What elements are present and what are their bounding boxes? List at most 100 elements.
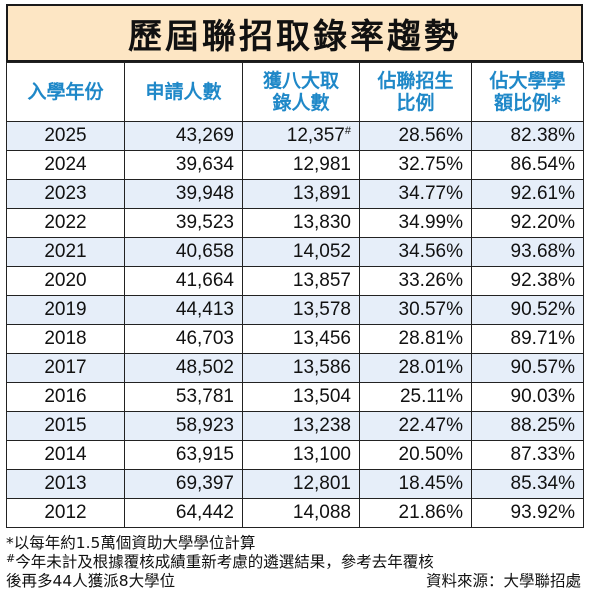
cell-value: 14,052: [292, 241, 351, 262]
cell-applicants: 53,781: [124, 382, 243, 412]
cell-value: 53,781: [175, 386, 234, 407]
cell-ratio-jupas: 20.50%: [359, 440, 472, 470]
cell-value: 2018: [44, 328, 87, 349]
cell-ratio-jupas: 34.99%: [359, 208, 472, 238]
cell-value: 25.11%: [399, 386, 463, 407]
cell-value: 63,915: [175, 444, 234, 465]
cell-applicants: 58,923: [124, 411, 243, 441]
cell-value: 93.68%: [510, 241, 575, 262]
cell-value: 2025: [44, 125, 87, 146]
cell-year: 2021: [6, 237, 125, 267]
cell-value: 14,088: [292, 502, 351, 523]
cell-ratio-places: 89.71%: [471, 324, 584, 354]
cell-value: 86.54%: [510, 154, 575, 175]
table-row: 2024 39,634 12,981 32.75% 86.54%: [6, 150, 584, 180]
cell-value: 64,442: [175, 502, 234, 523]
cell-value: 18.45%: [398, 473, 463, 494]
cell-value: 2016: [44, 386, 87, 407]
cell-applicants: 48,502: [124, 353, 243, 383]
cell-ratio-places: 85.34%: [471, 469, 584, 499]
cell-value: 39,523: [175, 212, 234, 233]
table-row: 2022 39,523 13,830 34.99% 92.20%: [6, 208, 584, 238]
hash-mark: #: [6, 552, 16, 565]
cell-applicants: 39,948: [124, 179, 243, 209]
cell-value: 13,891: [292, 183, 351, 204]
cell-admitted: 14,088: [242, 498, 360, 528]
column-header: 申請人數: [124, 62, 243, 122]
cell-value: 93.92%: [510, 502, 575, 523]
table-row: 2012 64,442 14,088 21.86% 93.92%: [6, 498, 584, 528]
column-header-line: 獲八大取: [262, 70, 339, 92]
cell-value: 2019: [44, 299, 87, 320]
cell-value: 90.52%: [510, 299, 575, 320]
cell-year: 2015: [6, 411, 125, 441]
cell-ratio-jupas: 28.01%: [359, 353, 472, 383]
hash-mark: #: [344, 125, 351, 137]
cell-value: 39,634: [175, 154, 234, 175]
cell-year: 2024: [6, 150, 125, 180]
cell-ratio-jupas: 18.45%: [359, 469, 472, 499]
column-header-line: 額比例*: [494, 92, 561, 114]
cell-ratio-places: 90.03%: [471, 382, 584, 412]
cell-applicants: 69,397: [124, 469, 243, 499]
cell-value: 28.81%: [398, 328, 463, 349]
cell-year: 2014: [6, 440, 125, 470]
cell-value: 2013: [44, 473, 87, 494]
cell-value: 92.61%: [510, 183, 575, 204]
column-header: 獲八大取 錄人數: [242, 62, 360, 122]
cell-value: 2017: [44, 357, 87, 378]
column-header-line: 佔大學學: [489, 70, 566, 92]
column-header: 佔大學學 額比例*: [471, 62, 584, 122]
cell-ratio-places: 82.38%: [471, 121, 584, 151]
cell-value: 2015: [44, 415, 87, 436]
table-row: 2025 43,269 12,357# 28.56% 82.38%: [6, 121, 584, 151]
admission-table: 入學年份 申請人數 獲八大取 錄人數 佔聯招生 比例 佔大學學 額比例* 2025 43,269…: [6, 62, 584, 528]
cell-value: 28.56%: [398, 125, 463, 146]
table-row: 2020 41,664 13,857 33.26% 92.38%: [6, 266, 584, 296]
cell-value: 90.57%: [510, 357, 575, 378]
cell-ratio-jupas: 25.11%: [359, 382, 472, 412]
admission-trend-table-card: 歷屆聯招取錄率趨勢 入學年份 申請人數 獲八大取 錄人數 佔聯招生 比例 佔大學學 額比例* …: [6, 4, 584, 591]
cell-applicants: 39,523: [124, 208, 243, 238]
cell-value: 21.86%: [398, 502, 463, 523]
cell-ratio-jupas: 34.77%: [359, 179, 472, 209]
cell-value: 13,504: [292, 386, 351, 407]
cell-applicants: 43,269: [124, 121, 243, 151]
source-credit: 資料來源：大學聯招處: [425, 572, 581, 590]
cell-year: 2013: [6, 469, 125, 499]
cell-value: 41,664: [175, 270, 234, 291]
cell-value: 13,830: [292, 212, 351, 233]
cell-applicants: 63,915: [124, 440, 243, 470]
cell-value: 28.01%: [398, 357, 463, 378]
cell-applicants: 39,634: [124, 150, 243, 180]
cell-ratio-jupas: 28.56%: [359, 121, 472, 151]
cell-value: 13,238: [292, 415, 351, 436]
cell-value: 13,100: [292, 444, 351, 465]
column-header-line: 錄人數: [272, 92, 330, 114]
cell-value: 2024: [44, 154, 87, 175]
cell-ratio-places: 92.20%: [471, 208, 584, 238]
table-header-row: 入學年份 申請人數 獲八大取 錄人數 佔聯招生 比例 佔大學學 額比例*: [6, 62, 584, 122]
cell-value: 34.99%: [398, 212, 463, 233]
cell-admitted: 13,504: [242, 382, 360, 412]
cell-ratio-places: 88.25%: [471, 411, 584, 441]
cell-value: 2014: [44, 444, 87, 465]
table-row: 2016 53,781 13,504 25.11% 90.03%: [6, 382, 584, 412]
column-header-line: 比例: [396, 92, 435, 114]
cell-ratio-jupas: 34.56%: [359, 237, 472, 267]
cell-value: 39,948: [175, 183, 234, 204]
column-header-line: 佔聯招生: [377, 70, 454, 92]
cell-ratio-places: 90.52%: [471, 295, 584, 325]
cell-year: 2012: [6, 498, 125, 528]
table-row: 2023 39,948 13,891 34.77% 92.61%: [6, 179, 584, 209]
cell-value: 88.25%: [510, 415, 575, 436]
cell-value: 22.47%: [398, 415, 463, 436]
cell-value: 58,923: [175, 415, 234, 436]
cell-admitted: 13,857: [242, 266, 360, 296]
table-body: 2025 43,269 12,357# 28.56% 82.38% 2024 39,634 1…: [6, 121, 584, 528]
cell-admitted: 13,100: [242, 440, 360, 470]
cell-year: 2025: [6, 121, 125, 151]
cell-year: 2017: [6, 353, 125, 383]
footnote-hash-cont: 後再多44人獲派8大學位 資料來源：大學聯招處: [6, 572, 583, 591]
title-banner: 歷屆聯招取錄率趨勢: [6, 4, 583, 62]
